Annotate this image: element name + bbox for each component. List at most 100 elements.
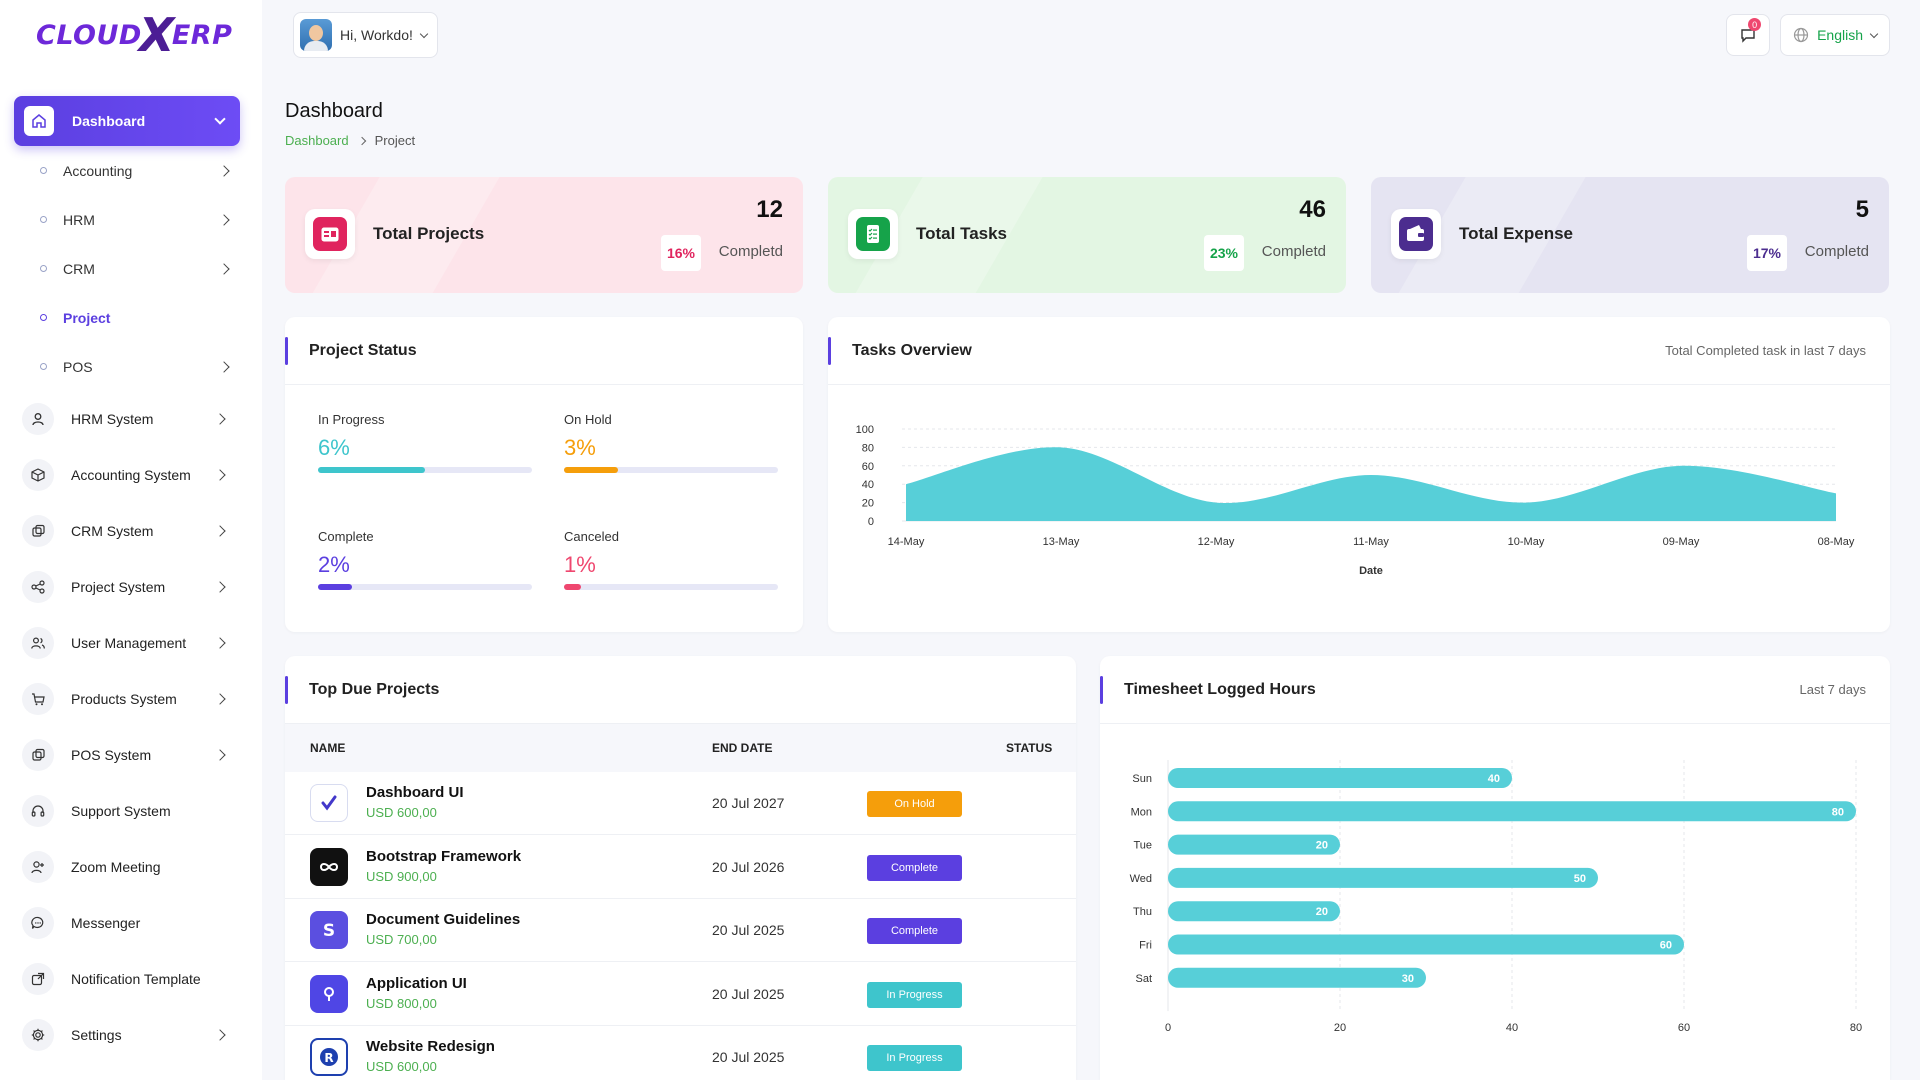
sidebar-item-accounting-system[interactable]: Accounting System — [14, 447, 240, 503]
stat-card-total-tasks[interactable]: Total Tasks 46 23% Completd — [828, 177, 1346, 293]
bar — [1168, 901, 1340, 922]
table-row[interactable]: Dashboard UI USD 600,00 20 Jul 2027 On Hold — [285, 772, 1076, 835]
x-tick-label: 12-May — [1198, 536, 1235, 548]
progress-fill — [318, 584, 353, 590]
wallet-icon — [1391, 209, 1441, 259]
chat-icon — [22, 907, 54, 939]
users-icon — [22, 627, 54, 659]
project-name[interactable]: Dashboard UI — [366, 784, 464, 801]
stat-card-total-expense[interactable]: Total Expense 5 17% Completd — [1371, 177, 1889, 293]
sidebar-item-label: Project System — [71, 579, 166, 595]
bar — [1168, 867, 1598, 888]
card-title: Top Due Projects — [309, 680, 440, 698]
chevron-right-icon — [357, 136, 366, 145]
data-label: 60 — [1660, 940, 1672, 952]
project-name[interactable]: Application UI — [366, 974, 467, 992]
progress-track — [564, 584, 778, 590]
table-row[interactable]: Application UI USD 800,00 20 Jul 2025 In Pr… — [285, 963, 1076, 1026]
column-header-name: NAME — [310, 741, 346, 755]
project-end-date: 20 Jul 2027 — [712, 795, 785, 811]
bullet-icon — [40, 167, 47, 174]
notification-button[interactable]: 0 — [1726, 14, 1771, 56]
gear-icon — [22, 1019, 54, 1051]
x-tick-label: 40 — [1506, 1022, 1518, 1034]
sidebar-item-settings[interactable]: Settings — [14, 1007, 240, 1063]
data-label: 20 — [1316, 840, 1328, 852]
status-on-hold: On Hold 3% — [564, 412, 778, 473]
x-tick-label: 80 — [1850, 1022, 1862, 1034]
card-subtitle: Last 7 days — [1799, 682, 1867, 697]
stat-value: 46 — [1299, 196, 1326, 223]
tasks-overview-card: Tasks Overview Total Completed task in l… — [828, 317, 1890, 632]
status-label: On Hold — [564, 412, 612, 427]
sidebar-item-user-management[interactable]: User Management — [14, 615, 240, 671]
sidebar-subitem-crm[interactable]: CRM — [14, 244, 240, 293]
status-value: 3% — [564, 435, 596, 460]
user-menu[interactable]: Hi, Workdo! — [293, 12, 438, 58]
sidebar-item-project-system[interactable]: Project System — [14, 559, 240, 615]
status-in-progress: In Progress 6% — [318, 412, 532, 473]
sidebar-subitem-hrm[interactable]: HRM — [14, 195, 240, 244]
breadcrumb: Dashboard Project — [285, 133, 415, 148]
sidebar-item-label: Dashboard — [72, 113, 146, 129]
stat-card-total-projects[interactable]: Total Projects 12 16% Completd — [285, 177, 803, 293]
x-tick-label: 60 — [1678, 1022, 1690, 1034]
status-badge: Complete — [867, 918, 962, 944]
sidebar-item-products-system[interactable]: Products System — [14, 671, 240, 727]
status-canceled: Canceled 1% — [564, 529, 778, 590]
dashboard-submenu: Accounting HRM CRM Project POS — [14, 146, 240, 391]
breadcrumb-link-dashboard[interactable]: Dashboard — [285, 133, 349, 148]
table-row[interactable]: Bootstrap Framework USD 900,00 20 Jul 2026… — [285, 836, 1076, 899]
logo-erp: ERP — [171, 19, 233, 51]
application-icon — [310, 974, 348, 1013]
project-price: USD 600,00 — [366, 1059, 437, 1074]
chevron-right-icon — [214, 469, 226, 481]
bar — [1168, 967, 1426, 988]
sidebar-item-pos-system[interactable]: POS System — [14, 727, 240, 783]
chevron-right-icon — [214, 581, 226, 593]
project-name[interactable]: Website Redesign — [366, 1038, 495, 1055]
card-header: Tasks Overview Total Completed task in l… — [828, 317, 1890, 385]
table-header: NAME END DATE STATUS — [285, 724, 1076, 772]
sidebar-item-notification-template[interactable]: Notification Template — [14, 951, 240, 1007]
status-badge: On Hold — [867, 791, 962, 817]
projects-icon — [305, 209, 355, 259]
project-name[interactable]: Bootstrap Framework — [366, 847, 522, 865]
progress-fill — [564, 467, 618, 473]
sidebar-item-label: Accounting System — [71, 467, 191, 483]
y-tick-label: Sat — [1135, 973, 1152, 985]
x-tick-label: 14-May — [888, 536, 925, 548]
sidebar-item-zoom-meeting[interactable]: Zoom Meeting — [14, 839, 240, 895]
sidebar-subitem-pos[interactable]: POS — [14, 342, 240, 391]
chevron-down-icon — [1869, 29, 1879, 38]
sidebar-item-crm-system[interactable]: CRM System — [14, 503, 240, 559]
sidebar-item-messenger[interactable]: Messenger — [14, 895, 240, 951]
card-title: Project Status — [309, 341, 417, 359]
notification-badge: 0 — [1748, 18, 1762, 31]
chevron-right-icon — [214, 413, 226, 425]
sidebar-item-label: Settings — [71, 1027, 122, 1043]
y-tick-label: Sun — [1132, 773, 1152, 785]
table-row[interactable]: R Website Redesign USD 600,00 20 Jul 2025 In… — [285, 1026, 1076, 1080]
x-tick-label: 20 — [1334, 1022, 1346, 1034]
sidebar-item-dashboard[interactable]: Dashboard — [14, 96, 240, 146]
sidebar-item-label: CRM System — [71, 523, 154, 539]
stat-title: Total Tasks — [916, 224, 1008, 243]
logo-x: X — [138, 8, 175, 62]
project-name[interactable]: Document Guidelines — [366, 911, 521, 928]
language-label: English — [1817, 27, 1863, 43]
language-selector[interactable]: English — [1780, 14, 1890, 56]
table-row[interactable]: S Document Guidelines USD 700,00 20 Jul 202… — [285, 899, 1076, 962]
y-tick-label: 40 — [862, 479, 874, 491]
sidebar-subitem-project[interactable]: Project — [14, 293, 240, 342]
user-icon — [22, 403, 54, 435]
headset-icon — [22, 795, 54, 827]
progress-track — [318, 584, 532, 590]
column-header-status: STATUS — [1006, 741, 1053, 755]
box-icon — [22, 459, 54, 491]
sidebar-subitem-accounting[interactable]: Accounting — [14, 146, 240, 195]
sidebar-item-support-system[interactable]: Support System — [14, 783, 240, 839]
sidebar-item-hrm-system[interactable]: HRM System — [14, 391, 240, 447]
logo[interactable]: CLOUD X ERP — [36, 8, 232, 62]
cart-icon — [22, 683, 54, 715]
